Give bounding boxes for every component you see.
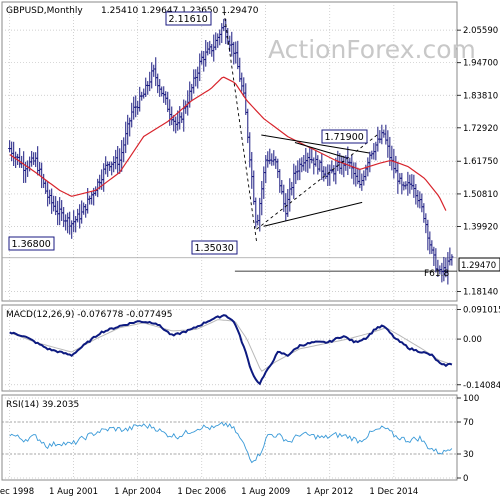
y-tick-label: 1.18140 [463, 288, 498, 298]
triangle-mid-line [294, 142, 346, 158]
fib-label: F61.8 [424, 269, 449, 279]
annotations: 2.11610 1.36800 1.35030 1.71900 F61.8 1.… [8, 11, 500, 279]
y-tick-label: 1.61750 [463, 157, 498, 167]
x-tick-label: 1 Aug 2009 [241, 487, 290, 497]
x-tick-label: 1 Apr 2004 [114, 487, 161, 497]
x-axis-labels: 1 Dec 1998 1 Aug 2001 1 Apr 2004 1 Dec 2006… [0, 487, 418, 497]
triangle-lower-line [263, 201, 363, 227]
label-box-high-2007 [165, 11, 212, 26]
y-tick-label: 1.83810 [463, 91, 498, 101]
y-tick-label: 100 [463, 394, 479, 404]
dashed-rise-line [256, 133, 380, 230]
x-tick-label: 1 Dec 2006 [177, 487, 226, 497]
label-low-2009: 1.35030 [195, 243, 234, 254]
label-low-2001: 1.36800 [12, 239, 51, 250]
y-tick-label: 0 [463, 474, 468, 484]
macd-line [9, 314, 453, 386]
grid-lines [2, 2, 457, 480]
macd-panel-frame [1, 304, 458, 392]
y-tick-label: 1.39920 [463, 222, 498, 232]
y-tick-label: 70 [463, 418, 474, 428]
y-tick-label: -0.140843 [463, 381, 500, 391]
current-price-box [458, 257, 500, 272]
x-tick-label: 1 Dec 1998 [0, 487, 34, 497]
label-box-low-2009 [191, 240, 238, 255]
triangle-upper-line [261, 134, 370, 154]
rsi-panel-frame [1, 394, 458, 481]
y-tick-label: 0.091015 [463, 306, 500, 316]
price-series [2, 12, 457, 285]
x-tick-label: 1 Apr 2012 [306, 487, 353, 497]
y-axis-labels: 2.05590 1.94700 1.83810 1.72920 1.61750 1.508… [457, 26, 500, 484]
rsi-line [9, 421, 453, 464]
current-price-label: 1.29470 [461, 261, 496, 271]
label-box-low-2001 [8, 236, 55, 251]
macd-series [9, 314, 453, 386]
y-tick-label: 30 [463, 450, 474, 460]
rsi-series [2, 421, 457, 464]
price-title-symbol: GBPUSD,Monthly [6, 6, 83, 16]
label-high-2007: 2.11610 [169, 14, 208, 25]
y-tick-label: 1.94700 [463, 59, 498, 69]
y-tick-label: 0.00 [463, 335, 482, 345]
label-high-2014: 1.71900 [325, 132, 364, 143]
x-tick-label: 1 Dec 2014 [369, 487, 418, 497]
watermark: ActionForex.com [268, 35, 476, 64]
macd-title: MACD(12,26,9) -0.076778 -0.077495 [6, 310, 172, 320]
price-title-ohlc: 1.25410 1.29647 1.23650 1.29470 [101, 6, 259, 16]
label-box-high-2014 [321, 129, 368, 144]
y-tick-label: 1.72920 [463, 124, 498, 134]
y-tick-label: 1.50810 [463, 190, 498, 200]
y-tick-label: 2.05590 [463, 26, 498, 36]
price-panel-frame [1, 1, 458, 302]
x-tick-label: 1 Aug 2001 [49, 487, 98, 497]
rsi-title: RSI(14) 39.2035 [6, 400, 79, 410]
dashed-trend-line [223, 12, 257, 242]
sma-line [9, 76, 447, 211]
